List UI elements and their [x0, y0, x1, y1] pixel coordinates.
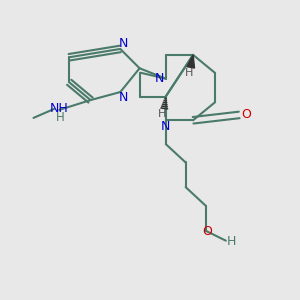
Text: O: O — [242, 108, 251, 121]
Text: O: O — [202, 225, 212, 238]
Text: H: H — [56, 111, 65, 124]
Polygon shape — [187, 55, 194, 68]
Text: H: H — [226, 235, 236, 248]
Text: H: H — [158, 109, 166, 119]
Text: NH: NH — [50, 103, 69, 116]
Text: N: N — [119, 91, 128, 104]
Text: N: N — [161, 120, 170, 133]
Text: N: N — [154, 72, 164, 85]
Text: N: N — [119, 37, 128, 50]
Text: H: H — [185, 68, 194, 78]
